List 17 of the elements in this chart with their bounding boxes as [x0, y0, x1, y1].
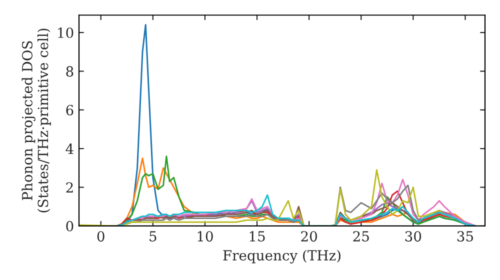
- y-tick-label: 0: [66, 220, 74, 232]
- x-tick-label: 0: [97, 231, 104, 242]
- y-tick-label: 10: [58, 27, 74, 38]
- y-axis-title: Phonon projected DOS (States/THz·primitive cell): [22, 28, 51, 212]
- line-series: [116, 194, 476, 226]
- x-tick-label: 35: [457, 231, 473, 242]
- x-tick-label: 15: [250, 231, 265, 242]
- y-tick-label: 2: [66, 182, 73, 193]
- x-tick-label: 10: [198, 231, 213, 242]
- x-axis-title: Frequency (THz): [223, 250, 340, 264]
- x-tick-label: 30: [405, 231, 422, 242]
- y-tick-label: 8: [66, 66, 74, 77]
- x-tick-label: 5: [150, 231, 156, 242]
- y-tick-label: 6: [66, 104, 74, 116]
- x-tick-label: 25: [353, 231, 369, 242]
- x-tick-label: 20: [301, 231, 317, 242]
- y-tick-label: 4: [66, 144, 74, 154]
